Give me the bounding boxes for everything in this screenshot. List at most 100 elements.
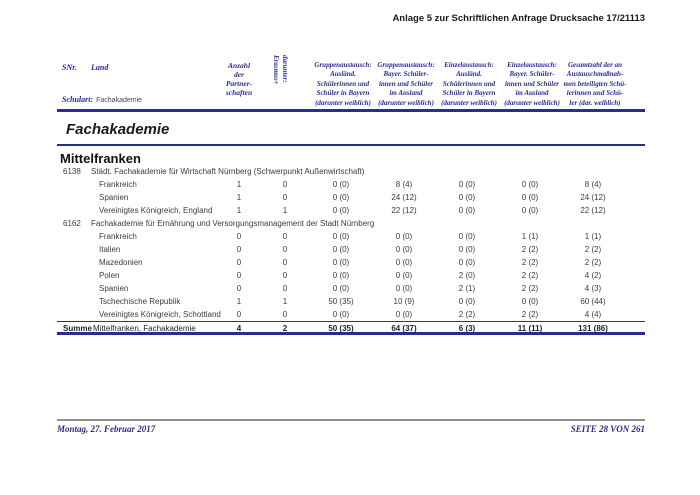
cell-value: 24 (12) [391,193,417,202]
country-name: Frankreich [99,180,137,189]
section-title: Fachakademie [57,121,645,146]
cell-value: 0 [236,258,242,267]
summary-row: Summe Mittelfranken, Fachakademie 4 2 50 (… [57,321,645,335]
country-row: Frankreich 0 0 0 (0) 0 (0) 0 (0) 1 (1) 1 (1) [57,230,645,243]
cell-value: 0 (0) [521,193,539,202]
cell-value: 0 [282,310,288,319]
cell-value: 0 [282,284,288,293]
cell-value: 0 (0) [395,310,413,319]
cell-value: 131 (86) [578,324,608,333]
country-row: Italien 0 0 0 (0) 0 (0) 0 (0) 2 (2) 2 (2) [57,243,645,256]
country-row: Tschechische Republik 1 1 50 (35) 10 (9) 0 (0… [57,295,645,308]
country-name: Tschechische Republik [99,297,181,306]
cell-value: 10 (9) [393,297,415,306]
country-row: Spanien 0 0 0 (0) 0 (0) 2 (1) 2 (2) 4 (3) [57,282,645,295]
cell-value: 0 [282,193,288,202]
summary-label-bold: Summe [63,324,92,333]
cell-value: 50 (35) [328,324,354,333]
cell-value: 24 (12) [580,193,606,202]
column-header-einzelaustausch-bayerische-im-ausland: Einzelaustausch: Bayer. Schüler- innen u… [504,61,560,107]
cell-value: 0 (0) [521,206,539,215]
cell-value: 8 (4) [584,180,602,189]
cell-value: 0 (0) [458,193,476,202]
cell-value: 0 [236,232,242,241]
school-name: Fachakademie für Ernährung und Versorgun… [91,219,375,228]
column-header-snr: SNr. [62,63,77,72]
column-header-einzelaustausch-auslaendische-in-bayern: Einzelaustausch: Ausländ. Schülerinnen u… [441,61,497,107]
cell-value: 2 (2) [521,271,539,280]
cell-value: 1 [236,297,242,306]
column-header-land: Land [91,63,109,72]
cell-value: 0 (0) [458,180,476,189]
cell-value: 0 (0) [395,232,413,241]
cell-value: 50 (35) [328,297,354,306]
column-header-gesamtzahl: Gesamtzahl der an Austauschmaßnah- men b… [563,61,627,107]
country-name: Spanien [99,193,129,202]
cell-value: 0 (0) [332,284,350,293]
cell-value: 0 (0) [458,245,476,254]
cell-value: 0 (0) [332,310,350,319]
cell-value: 0 [236,245,242,254]
cell-value: 2 (2) [521,258,539,267]
summary-label: Mittelfranken, Fachakademie [93,324,196,333]
cell-value: 0 (0) [458,232,476,241]
cell-value: 0 (0) [332,271,350,280]
cell-value: 0 [282,232,288,241]
cell-value: 1 (1) [521,232,539,241]
cell-value: 1 [282,206,288,215]
schulart-label: Schulart: Fachakademie [62,95,142,104]
cell-value: 0 (0) [332,193,350,202]
cell-value: 1 [236,180,242,189]
column-header-gruppenaustausch-bayerische-im-ausland: Gruppenaustausch: Bayer. Schüler- innen … [377,61,435,107]
country-row: Mazedonien 0 0 0 (0) 0 (0) 0 (0) 2 (2) 2 (2) [57,256,645,269]
country-name: Vereinigtes Königreich, Schottland [99,310,221,319]
cell-value: 64 (37) [391,324,417,333]
cell-value: 0 (0) [521,180,539,189]
cell-value: 6 (3) [458,324,476,333]
country-row: Frankreich 1 0 0 (0) 8 (4) 0 (0) 0 (0) 8 (4) [57,178,645,191]
country-name: Italien [99,245,121,254]
country-name: Vereinigtes Königreich, England [99,206,213,215]
cell-value: 4 (4) [584,310,602,319]
cell-value: 2 (2) [521,245,539,254]
country-row: Spanien 1 0 0 (0) 24 (12) 0 (0) 0 (0) 24 (12) [57,191,645,204]
school-name: Städt. Fachakademie für Wirtschaft Nürnb… [91,167,365,176]
cell-value: 0 (0) [395,271,413,280]
cell-value: 0 (0) [521,297,539,306]
cell-value: 0 (0) [395,258,413,267]
country-row: Polen 0 0 0 (0) 0 (0) 2 (0) 2 (2) 4 (2) [57,269,645,282]
cell-value: 22 (12) [580,206,606,215]
column-header-gruppenaustausch-auslaendische-in-bayern: Gruppenaustausch: Ausländ. Schülerinnen … [314,61,372,107]
table-header: SNr. Land Schulart: Fachakademie Anzahl d… [57,55,645,112]
school-id: 6138 [63,167,81,176]
cell-value: 0 [282,271,288,280]
schulart-value: Fachakademie [96,97,143,104]
cell-value: 11 (11) [517,324,543,333]
country-row: Vereinigtes Königreich, England 1 1 0 (0) 22… [57,204,645,217]
cell-value: 1 (1) [584,232,602,241]
school-header-row: 6138 Städt. Fachakademie für Wirtschaft N… [57,165,645,178]
footer-page-number: SEITE 28 VON 261 [570,424,645,434]
cell-value: 1 [282,297,288,306]
cell-value: 0 (0) [332,180,350,189]
cell-value: 8 (4) [395,180,413,189]
cell-value: 0 (0) [395,245,413,254]
cell-value: 2 (2) [584,245,602,254]
country-name: Frankreich [99,232,137,241]
cell-value: 0 [236,310,242,319]
schulart-label-text: Schulart: [62,95,94,104]
cell-value: 2 (2) [458,310,476,319]
footer-date: Montag, 27. Februar 2017 [57,424,156,434]
cell-value: 1 [236,193,242,202]
cell-value: 0 (0) [332,258,350,267]
cell-value: 1 [236,206,242,215]
cell-value: 2 (1) [458,284,476,293]
cell-value: 0 (0) [458,297,476,306]
cell-value: 2 (2) [521,284,539,293]
cell-value: 0 (0) [332,245,350,254]
annex-note: Anlage 5 zur Schriftlichen Anfrage Druck… [392,13,645,24]
cell-value: 0 (0) [395,284,413,293]
page-footer: Montag, 27. Februar 2017 SEITE 28 VON 26… [57,419,645,434]
cell-value: 0 [282,245,288,254]
